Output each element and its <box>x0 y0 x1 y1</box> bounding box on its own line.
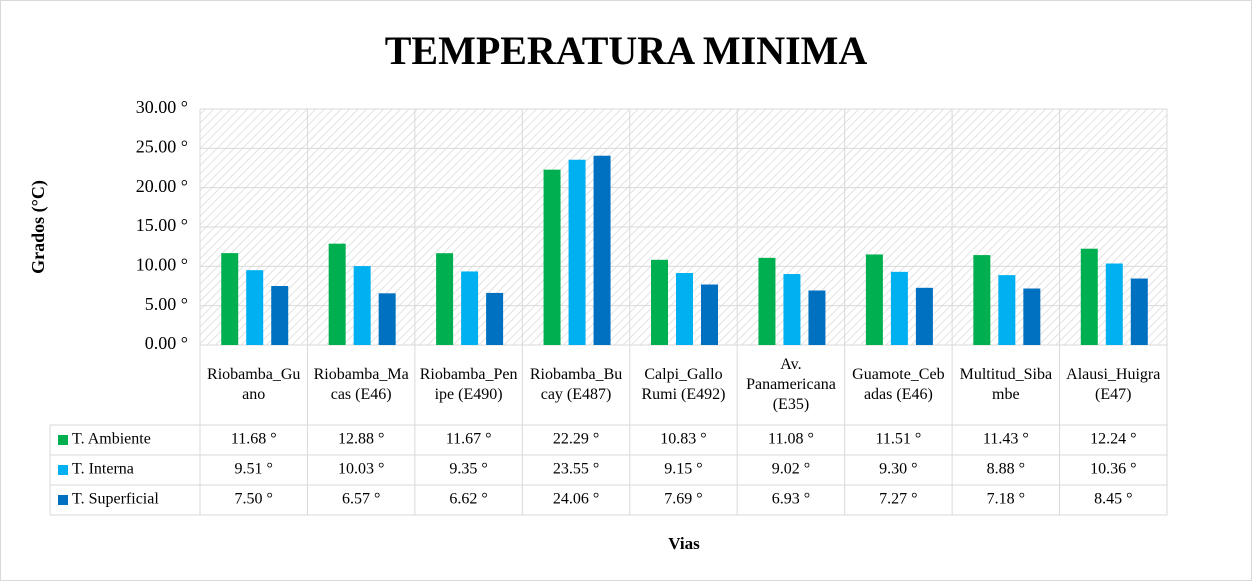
bar <box>486 292 504 345</box>
bar <box>353 266 371 345</box>
bar <box>543 169 561 345</box>
legend-label: T. Superficial <box>72 491 159 508</box>
x-tick-label: Alausi_Huigra (E47) <box>1066 366 1161 403</box>
table-value: 11.67 ° <box>446 431 492 448</box>
table-value: 10.03 ° <box>338 461 384 478</box>
bar <box>593 155 611 345</box>
chart-title: TEMPERATURA MINIMA <box>385 28 868 73</box>
table-value: 11.51 ° <box>875 431 921 448</box>
table-value: 9.15 ° <box>664 461 702 478</box>
category-cell: Riobamba_Bucay (E487) <box>529 366 623 403</box>
category-cell: Guamote_Cebadas (E46) <box>852 366 945 403</box>
table-value: 8.45 ° <box>1094 491 1132 508</box>
bar <box>1105 263 1123 345</box>
table-value: 24.06 ° <box>553 491 599 508</box>
bar <box>676 273 693 345</box>
legend-swatch <box>58 465 68 475</box>
y-axis-label: Grados (°C) <box>28 180 49 274</box>
x-tick-label: Multitud_Sibambe <box>959 366 1053 403</box>
category-cell: Alausi_Huigra (E47) <box>1066 366 1161 403</box>
bar <box>221 253 239 345</box>
category-cell: Riobamba_Penipe (E490) <box>419 366 518 403</box>
x-tick-label: Calpi_Gallo Rumi (E492) <box>641 366 726 403</box>
table-value: 11.08 ° <box>768 431 814 448</box>
bar <box>1080 248 1098 345</box>
bar <box>1130 278 1148 345</box>
y-tick-label: 15.00 ° <box>136 215 188 235</box>
table-value: 22.29 ° <box>553 431 599 448</box>
bar <box>915 287 933 345</box>
legend-swatch <box>58 495 68 505</box>
category-cell: Multitud_Sibambe <box>959 366 1053 403</box>
table-value: 6.57 ° <box>342 491 380 508</box>
table-value: 8.88 ° <box>987 461 1025 478</box>
table-value: 7.69 ° <box>664 491 702 508</box>
table-value: 10.36 ° <box>1090 461 1136 478</box>
table-value: 11.43 ° <box>983 431 1029 448</box>
table-value: 7.50 ° <box>235 491 273 508</box>
bar <box>246 270 264 345</box>
bar <box>1023 288 1041 345</box>
category-cell: Calpi_Gallo Rumi (E492) <box>641 366 726 403</box>
legend-label: T. Ambiente <box>72 431 151 448</box>
bar <box>808 290 826 345</box>
table-value: 6.93 ° <box>772 491 810 508</box>
x-tick-label: Riobamba_Guano <box>207 366 301 403</box>
table-value: 9.02 ° <box>772 461 810 478</box>
table-value: 23.55 ° <box>553 461 599 478</box>
y-tick-label: 5.00 ° <box>145 294 188 314</box>
y-tick-label: 30.00 ° <box>136 97 188 117</box>
legend-swatch <box>58 435 68 445</box>
bar <box>783 274 801 345</box>
x-tick-label: Riobamba_Bucay (E487) <box>529 366 623 403</box>
y-tick-label: 0.00 ° <box>145 333 188 353</box>
bar <box>973 255 991 345</box>
y-tick-label: 10.00 ° <box>136 254 188 274</box>
bar <box>865 254 883 345</box>
x-tick-label: Riobamba_Macas (E46) <box>313 366 409 403</box>
x-tick-label: Guamote_Cebadas (E46) <box>852 366 945 403</box>
bar <box>378 293 396 345</box>
category-cell: Av. Panamericana (E35) <box>746 356 836 413</box>
table-value: 12.88 ° <box>338 431 384 448</box>
category-cell: Riobamba_Guano <box>207 366 301 403</box>
y-tick-label: 25.00 ° <box>136 136 188 156</box>
bar <box>461 271 479 345</box>
x-tick-label: Riobamba_Penipe (E490) <box>419 366 518 403</box>
table-value: 12.24 ° <box>1090 431 1136 448</box>
table-value: 9.51 ° <box>235 461 273 478</box>
bar <box>758 257 776 345</box>
category-cell: Riobamba_Macas (E46) <box>313 366 409 403</box>
bar <box>998 275 1016 345</box>
table-value: 10.83 ° <box>660 431 706 448</box>
bar <box>436 253 454 345</box>
bar <box>651 259 668 345</box>
table-value: 9.30 ° <box>879 461 917 478</box>
x-tick-label: Av. Panamericana (E35) <box>746 356 836 413</box>
bar <box>568 159 586 345</box>
bar <box>890 271 908 345</box>
bar <box>271 286 289 345</box>
bar <box>701 284 718 345</box>
table-value: 7.18 ° <box>987 491 1025 508</box>
table-value: 7.27 ° <box>879 491 917 508</box>
y-tick-label: 20.00 ° <box>136 176 188 196</box>
x-axis-label: Vias <box>668 534 700 553</box>
table-value: 6.62 ° <box>449 491 487 508</box>
bar <box>328 243 346 345</box>
legend-label: T. Interna <box>72 461 134 478</box>
table-value: 11.68 ° <box>231 431 277 448</box>
table-value: 9.35 ° <box>449 461 487 478</box>
